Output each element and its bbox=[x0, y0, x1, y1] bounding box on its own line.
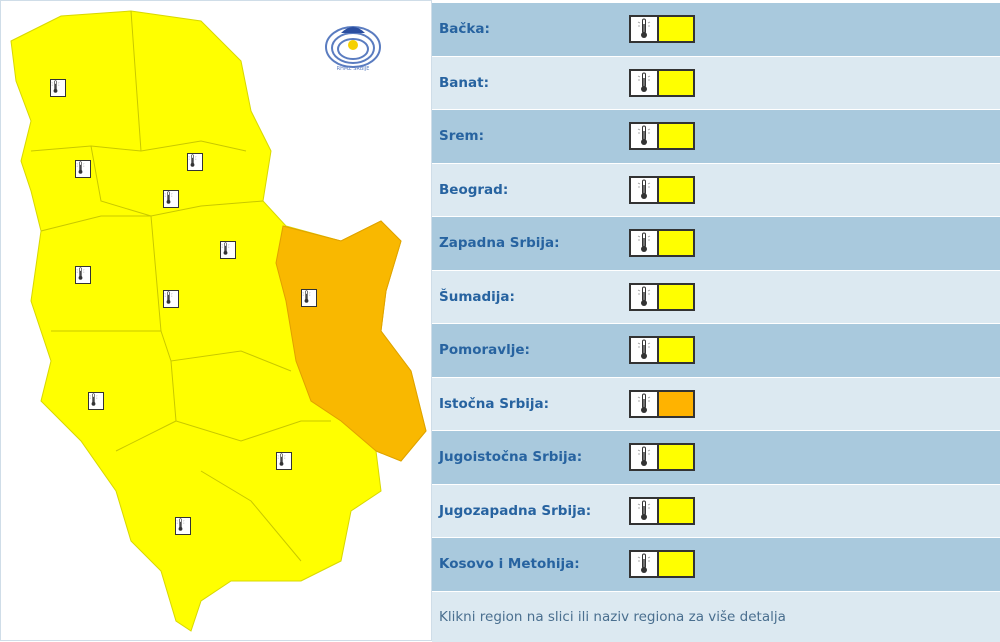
warning-indicator[interactable] bbox=[629, 389, 695, 418]
warning-level-swatch bbox=[659, 177, 693, 202]
region-name[interactable]: Jugozapadna Srbija: bbox=[439, 502, 592, 519]
warning-indicator[interactable] bbox=[629, 443, 695, 472]
thermometer-icon[interactable] bbox=[187, 153, 203, 171]
thermometer-icon bbox=[631, 124, 659, 149]
region-row[interactable]: Banat: bbox=[432, 56, 1000, 110]
region-row[interactable]: Kosovo i Metohija: bbox=[432, 538, 1000, 592]
thermometer-icon[interactable] bbox=[163, 190, 179, 208]
thermometer-icon bbox=[631, 445, 659, 470]
region-name[interactable]: Šumadija: bbox=[439, 288, 515, 305]
thermometer-icon[interactable] bbox=[220, 241, 236, 259]
warning-level-swatch bbox=[659, 17, 693, 42]
warning-level-swatch bbox=[659, 124, 693, 149]
region-row[interactable]: Šumadija: bbox=[432, 270, 1000, 324]
warning-indicator[interactable] bbox=[629, 229, 695, 258]
region-name[interactable]: Jugoistočna Srbija: bbox=[439, 449, 583, 466]
footer-hint: Klikni region na slici ili naziv regiona… bbox=[432, 591, 1000, 642]
region-name[interactable]: Kosovo i Metohija: bbox=[439, 556, 580, 573]
region-name[interactable]: Banat: bbox=[439, 74, 489, 91]
region-name[interactable]: Beograd: bbox=[439, 181, 509, 198]
thermometer-icon[interactable] bbox=[75, 266, 91, 284]
map-region-yellow[interactable] bbox=[10, 10, 427, 632]
warning-map: RHMZ SRBIJE bbox=[0, 0, 432, 641]
thermometer-icon[interactable] bbox=[301, 289, 317, 307]
region-name[interactable]: Bačka: bbox=[439, 21, 490, 38]
thermometer-icon bbox=[631, 391, 659, 416]
thermometer-icon[interactable] bbox=[50, 79, 66, 97]
thermometer-icon bbox=[631, 498, 659, 523]
region-row[interactable]: Beograd: bbox=[432, 163, 1000, 217]
thermometer-icon[interactable] bbox=[75, 160, 91, 178]
thermometer-icon bbox=[631, 17, 659, 42]
region-row[interactable]: Jugoistočna Srbija: bbox=[432, 431, 1000, 485]
region-name[interactable]: Istočna Srbija: bbox=[439, 395, 550, 412]
warning-indicator[interactable] bbox=[629, 336, 695, 365]
thermometer-icon[interactable] bbox=[88, 392, 104, 410]
warning-level-swatch bbox=[659, 552, 693, 577]
warning-level-swatch bbox=[659, 70, 693, 95]
warning-level-swatch bbox=[659, 284, 693, 309]
serbia-map bbox=[10, 10, 427, 632]
warning-indicator[interactable] bbox=[629, 68, 695, 97]
thermometer-icon bbox=[631, 231, 659, 256]
warning-indicator[interactable] bbox=[629, 496, 695, 525]
thermometer-icon[interactable] bbox=[175, 517, 191, 535]
region-name[interactable]: Srem: bbox=[439, 128, 485, 145]
region-name[interactable]: Pomoravlje: bbox=[439, 342, 530, 359]
warning-indicator[interactable] bbox=[629, 175, 695, 204]
warning-indicator[interactable] bbox=[629, 122, 695, 151]
warning-level-swatch bbox=[659, 391, 693, 416]
warning-level-swatch bbox=[659, 231, 693, 256]
thermometer-icon bbox=[631, 177, 659, 202]
rhmz-logo: RHMZ SRBIJE bbox=[323, 21, 383, 71]
warning-level-swatch bbox=[659, 498, 693, 523]
warning-level-swatch bbox=[659, 338, 693, 363]
thermometer-icon bbox=[631, 552, 659, 577]
region-row[interactable]: Jugozapadna Srbija: bbox=[432, 484, 1000, 538]
region-row[interactable]: Bačka: bbox=[432, 3, 1000, 57]
region-row[interactable]: Istočna Srbija: bbox=[432, 377, 1000, 431]
warning-indicator[interactable] bbox=[629, 550, 695, 579]
thermometer-icon bbox=[631, 284, 659, 309]
region-borders bbox=[30, 10, 331, 562]
thermometer-icon[interactable] bbox=[276, 452, 292, 470]
warning-level-swatch bbox=[659, 445, 693, 470]
svg-text:RHMZ SRBIJE: RHMZ SRBIJE bbox=[337, 66, 370, 71]
region-name[interactable]: Zapadna Srbija: bbox=[439, 235, 560, 252]
thermometer-icon[interactable] bbox=[163, 290, 179, 308]
region-row[interactable]: Srem: bbox=[432, 110, 1000, 164]
region-row[interactable]: Zapadna Srbija: bbox=[432, 217, 1000, 271]
thermometer-icon bbox=[631, 338, 659, 363]
map-region-istocna-srbija[interactable] bbox=[275, 220, 427, 462]
warning-indicator[interactable] bbox=[629, 15, 695, 44]
region-list: Bačka: Banat: Srem: Beograd: Zapadna Srb… bbox=[432, 3, 1000, 642]
region-row[interactable]: Pomoravlje: bbox=[432, 324, 1000, 378]
thermometer-icon bbox=[631, 70, 659, 95]
warning-indicator[interactable] bbox=[629, 282, 695, 311]
